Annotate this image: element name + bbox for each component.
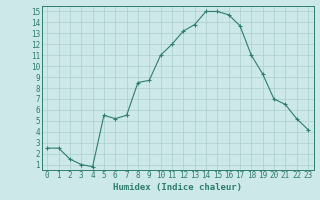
X-axis label: Humidex (Indice chaleur): Humidex (Indice chaleur): [113, 183, 242, 192]
